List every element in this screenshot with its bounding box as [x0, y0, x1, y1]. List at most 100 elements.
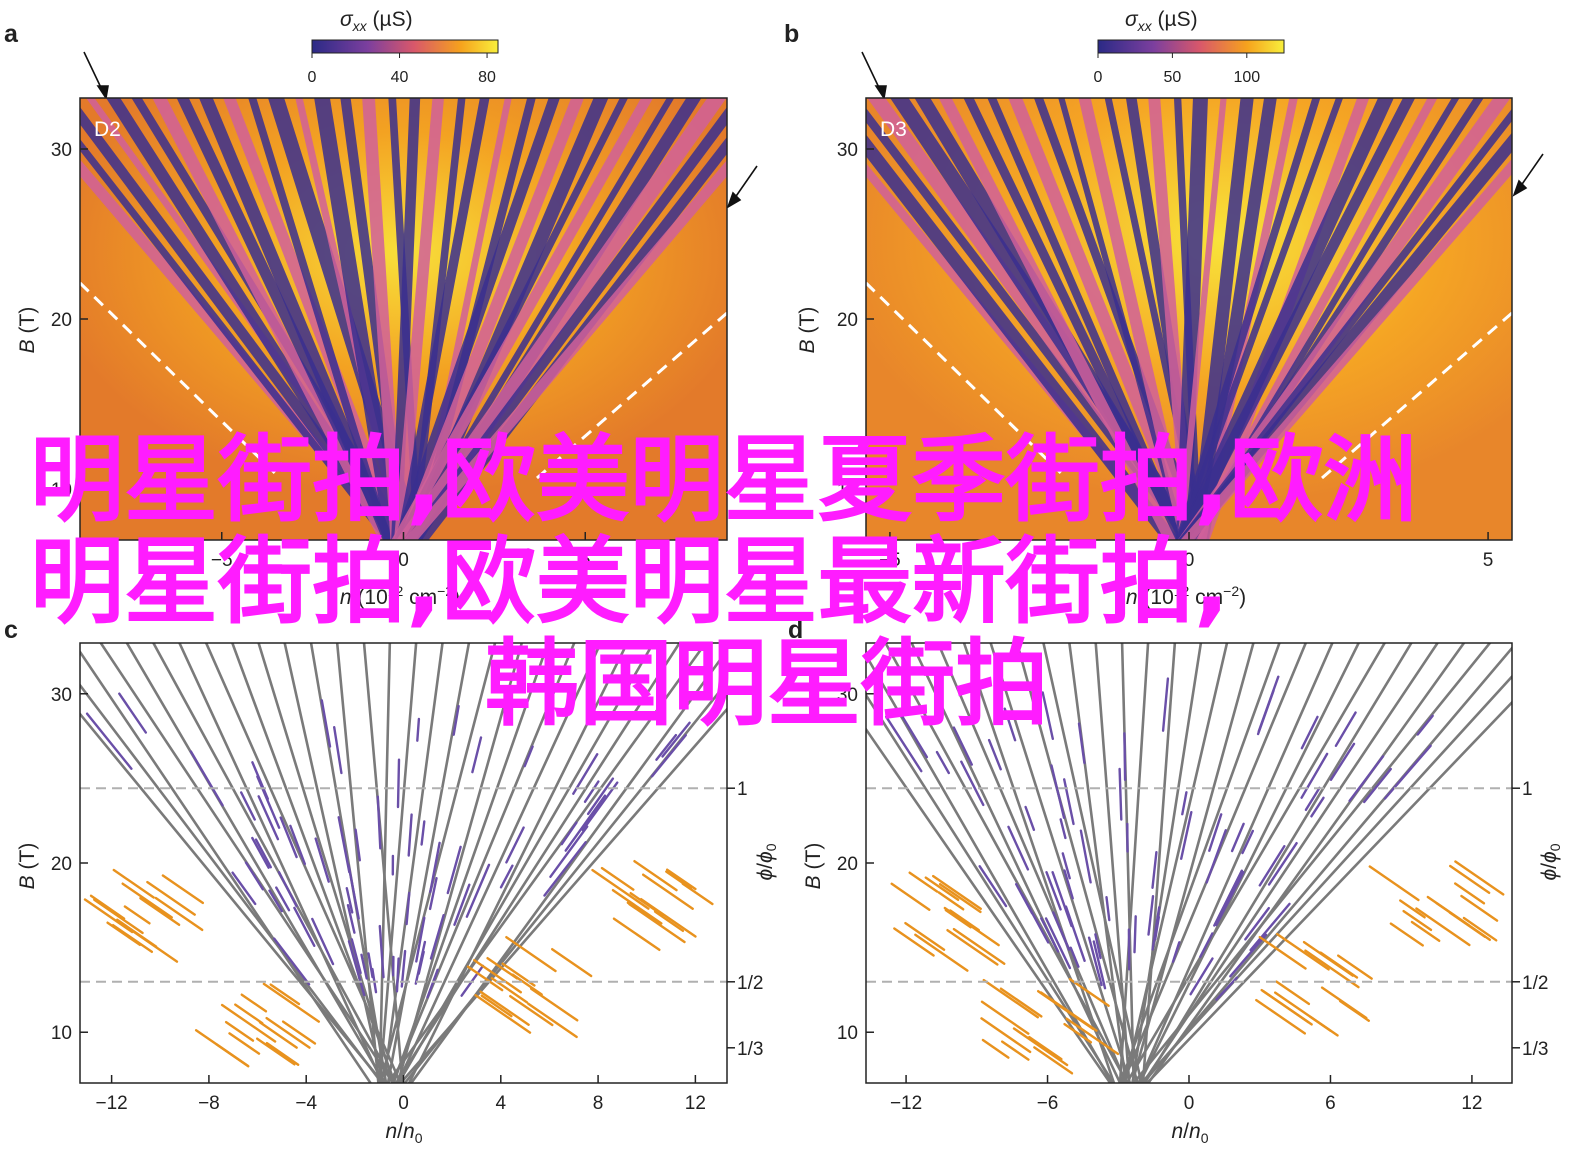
orange-segment: [269, 983, 301, 1006]
fan-line: [283, 643, 385, 1083]
fan-line: [1123, 643, 1229, 1083]
fan-segment: [347, 940, 366, 997]
fan-segment: [1059, 818, 1067, 840]
y-axis-title-a: B (T): [16, 307, 39, 354]
orange-segment: [1273, 991, 1332, 1032]
fan-segment: [1161, 677, 1170, 732]
fan-line: [396, 98, 727, 540]
fan-segment: [405, 891, 411, 926]
overlay-line-1: 明星街拍,欧美明星夏季街拍,欧: [30, 426, 1324, 535]
orange-segment: [629, 892, 664, 917]
fan-segment: [1179, 811, 1193, 860]
orange-segment: [1012, 1027, 1069, 1067]
orange-segment: [600, 866, 635, 891]
orange-segment: [281, 1020, 317, 1045]
fan-segment: [1133, 915, 1137, 954]
fan-segment: [452, 705, 460, 736]
orange-segment: [1336, 954, 1373, 980]
fan-segment: [564, 794, 607, 852]
orange-segment: [642, 873, 694, 910]
fan-segment: [1241, 829, 1255, 855]
fan-segment: [118, 692, 148, 734]
colorbar-a-title-main: σ: [340, 8, 354, 31]
fan-segment: [273, 937, 311, 986]
colorbar-tick-label: 0: [308, 69, 317, 86]
fan-line: [962, 643, 1116, 1083]
x-axis-title-b: n (1012 cm−2): [1126, 583, 1246, 609]
fan-segment: [1052, 911, 1071, 951]
colorbar-tick-label: 50: [1164, 69, 1182, 86]
x-axis-title-d: n/n0: [1171, 1120, 1208, 1146]
fan-segment: [1181, 791, 1188, 816]
orange-segment: [908, 871, 939, 893]
line-panel-d: [865, 642, 1513, 1084]
fan-segment: [1310, 796, 1325, 818]
x-tick-label: 5: [1483, 550, 1494, 571]
colorbar-b: σxx (µS) 0 50 100: [1094, 8, 1285, 86]
orange-segment: [234, 1003, 264, 1025]
orange-segment: [473, 959, 522, 994]
fan-line: [152, 98, 394, 540]
fan-segment: [1062, 778, 1075, 826]
x-tick-label: 6: [1325, 1093, 1336, 1114]
fan-segment: [885, 715, 923, 773]
fan-line: [1177, 98, 1227, 540]
fan-segment: [1123, 732, 1127, 781]
fan-line: [80, 139, 394, 540]
y-tick-label: 30: [837, 140, 858, 161]
y-tick-label: 20: [837, 310, 858, 331]
fan-segment: [1061, 852, 1071, 880]
colorbar-a-ticks: 0 40 80: [308, 53, 496, 86]
right-tick-label: 1: [737, 779, 748, 800]
orange-segment: [653, 910, 685, 932]
fan-segment: [420, 820, 426, 846]
orange-segment: [611, 889, 663, 925]
svg-text:σxx (µS): σxx (µS): [1125, 8, 1198, 34]
panel-letter-c: c: [4, 616, 18, 644]
orange-segment: [591, 868, 650, 910]
orange-segment: [224, 1020, 255, 1042]
fan-segment: [415, 916, 426, 963]
fan-segment: [1151, 851, 1158, 889]
fan-line: [866, 134, 1180, 540]
x-tick-label: −8: [198, 1093, 220, 1114]
fan-segment: [337, 816, 351, 874]
fan-line: [936, 643, 1128, 1083]
orange-segment: [123, 905, 151, 925]
colorbar-b-bar: [1097, 39, 1285, 54]
orange-segment: [904, 921, 946, 951]
y-tick-label: 10: [51, 1023, 72, 1044]
fan-line: [910, 643, 1122, 1083]
panel-letter-d: d: [788, 616, 803, 644]
fan-line: [1078, 98, 1193, 540]
fan-line: [386, 643, 708, 1083]
orange-segment: [112, 868, 155, 899]
orange-segment: [1261, 989, 1310, 1024]
fan-segment: [899, 712, 929, 759]
fan-segment: [499, 864, 514, 889]
fan-lines-c: [80, 643, 727, 1083]
orange-segment: [932, 874, 982, 910]
fan-line: [1141, 643, 1177, 1083]
orange-segment: [480, 994, 513, 1018]
colorbar-b-title-unit: (µS): [1152, 8, 1198, 31]
fan-line: [391, 98, 421, 540]
fan-lines-d: [866, 643, 1512, 1083]
fan-segment: [560, 821, 578, 846]
fan-segment: [960, 760, 985, 807]
fan-segment: [1213, 869, 1244, 927]
orange-segment: [256, 1037, 296, 1066]
fan-line: [1139, 674, 1512, 1083]
orange-segment: [1426, 895, 1471, 927]
y-tick-label: 30: [837, 685, 858, 706]
fan-line: [223, 98, 406, 540]
orange-segment: [890, 882, 931, 911]
fan-line: [1119, 643, 1281, 1083]
fan-line: [80, 683, 384, 1083]
orange-segment: [937, 891, 965, 911]
fan-line: [178, 643, 384, 1083]
colorbar-tick-label: 80: [478, 69, 496, 86]
dashed-boundary-left: [866, 281, 1068, 480]
fan-segment: [1300, 715, 1319, 750]
orange-segment: [466, 965, 504, 992]
